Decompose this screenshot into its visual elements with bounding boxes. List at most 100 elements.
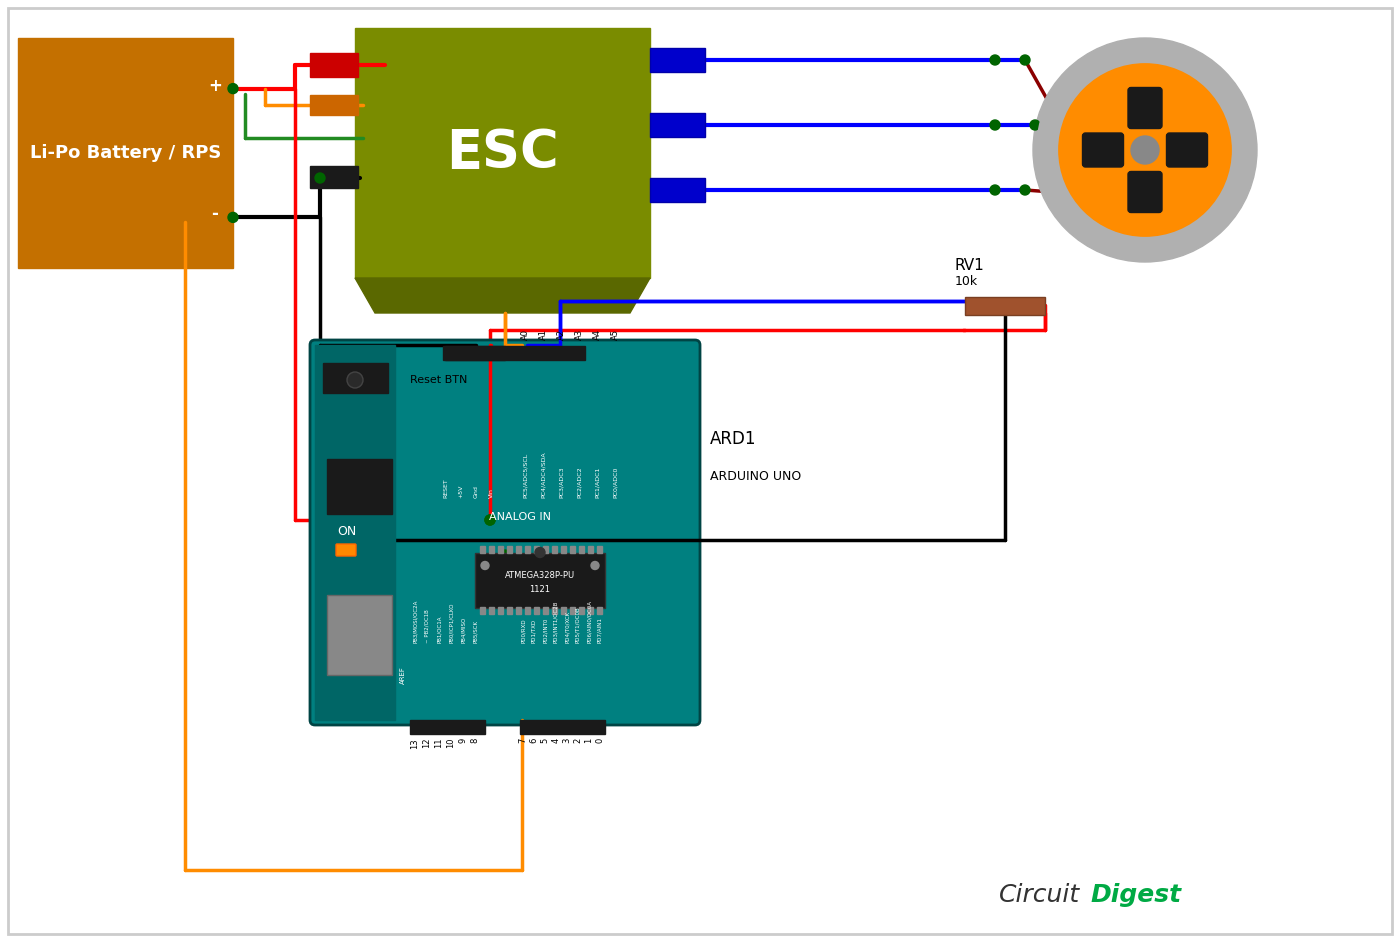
Text: A1: A1 xyxy=(539,329,547,340)
Polygon shape xyxy=(356,278,650,313)
Text: 5: 5 xyxy=(540,738,549,743)
FancyBboxPatch shape xyxy=(410,720,484,734)
Text: PC3/ADC3: PC3/ADC3 xyxy=(559,466,563,497)
Text: A2: A2 xyxy=(557,329,566,340)
Text: 13: 13 xyxy=(410,738,420,749)
FancyBboxPatch shape xyxy=(552,545,557,553)
Polygon shape xyxy=(347,480,372,495)
FancyBboxPatch shape xyxy=(588,545,594,553)
FancyBboxPatch shape xyxy=(1128,88,1162,128)
Circle shape xyxy=(1131,136,1159,164)
Text: PD0/RXD: PD0/RXD xyxy=(521,618,525,643)
Circle shape xyxy=(228,84,238,93)
Text: 1: 1 xyxy=(585,738,594,743)
FancyBboxPatch shape xyxy=(580,545,584,553)
Circle shape xyxy=(484,515,496,525)
Text: ~ PB2/OC1B: ~ PB2/OC1B xyxy=(424,609,430,643)
Text: PC0/ADC0: PC0/ADC0 xyxy=(613,466,617,497)
Text: PD2/INT0: PD2/INT0 xyxy=(543,618,547,643)
Text: PC2/ADC2: PC2/ADC2 xyxy=(577,466,581,497)
Text: ANALOG IN: ANALOG IN xyxy=(489,512,552,523)
Text: AREF: AREF xyxy=(400,666,406,684)
FancyBboxPatch shape xyxy=(588,607,594,613)
FancyBboxPatch shape xyxy=(445,346,585,360)
Circle shape xyxy=(535,547,545,558)
FancyBboxPatch shape xyxy=(543,545,547,553)
Text: PC4/ADC4/SDA: PC4/ADC4/SDA xyxy=(540,451,546,497)
Text: PD7/AIN1: PD7/AIN1 xyxy=(598,617,602,643)
FancyBboxPatch shape xyxy=(965,297,1044,315)
Circle shape xyxy=(347,372,363,388)
Text: 9: 9 xyxy=(459,738,468,743)
Text: Li-Po Battery / RPS: Li-Po Battery / RPS xyxy=(29,144,221,162)
FancyBboxPatch shape xyxy=(309,53,358,77)
FancyBboxPatch shape xyxy=(1082,133,1123,167)
Text: ARD1: ARD1 xyxy=(710,430,756,447)
FancyBboxPatch shape xyxy=(650,48,706,72)
FancyBboxPatch shape xyxy=(533,607,539,613)
Text: Vin: Vin xyxy=(489,488,493,497)
FancyBboxPatch shape xyxy=(507,607,512,613)
FancyBboxPatch shape xyxy=(498,545,503,553)
FancyBboxPatch shape xyxy=(309,340,700,725)
Circle shape xyxy=(228,212,238,222)
Circle shape xyxy=(1030,120,1040,130)
FancyBboxPatch shape xyxy=(356,28,650,278)
Text: ESC: ESC xyxy=(447,127,559,179)
Text: 10k: 10k xyxy=(955,275,979,288)
Text: A0: A0 xyxy=(521,329,529,340)
Text: 11: 11 xyxy=(434,738,444,749)
FancyBboxPatch shape xyxy=(480,607,484,613)
FancyBboxPatch shape xyxy=(489,607,494,613)
FancyBboxPatch shape xyxy=(475,553,605,608)
Text: PB5/SCK: PB5/SCK xyxy=(473,620,477,643)
Text: PB4/MISO: PB4/MISO xyxy=(461,617,465,643)
Text: Reset BTN: Reset BTN xyxy=(410,375,468,385)
Circle shape xyxy=(1033,38,1257,262)
FancyBboxPatch shape xyxy=(570,607,575,613)
Circle shape xyxy=(500,550,510,560)
Circle shape xyxy=(990,185,1000,195)
FancyBboxPatch shape xyxy=(309,166,358,188)
FancyBboxPatch shape xyxy=(328,595,392,675)
FancyBboxPatch shape xyxy=(517,545,521,553)
Text: 1121: 1121 xyxy=(529,585,550,594)
FancyBboxPatch shape xyxy=(561,607,566,613)
FancyBboxPatch shape xyxy=(18,38,232,268)
FancyBboxPatch shape xyxy=(442,346,505,360)
FancyBboxPatch shape xyxy=(650,113,706,137)
FancyBboxPatch shape xyxy=(328,459,392,513)
FancyBboxPatch shape xyxy=(580,607,584,613)
Text: PC5/ADC5/SCL: PC5/ADC5/SCL xyxy=(522,452,528,497)
FancyBboxPatch shape xyxy=(561,545,566,553)
Text: PC1/ADC1: PC1/ADC1 xyxy=(595,466,599,497)
Text: PD1/TXD: PD1/TXD xyxy=(532,619,536,643)
FancyBboxPatch shape xyxy=(533,545,539,553)
Text: ATMEGA328P-PU: ATMEGA328P-PU xyxy=(505,571,575,580)
Text: 12: 12 xyxy=(423,738,431,749)
Circle shape xyxy=(482,561,489,570)
Text: +: + xyxy=(209,76,223,94)
Circle shape xyxy=(990,55,1000,65)
FancyBboxPatch shape xyxy=(525,545,531,553)
Circle shape xyxy=(1021,185,1030,195)
Text: Digest: Digest xyxy=(1091,883,1182,907)
Text: 7: 7 xyxy=(518,738,528,743)
Text: 8: 8 xyxy=(470,738,479,743)
FancyBboxPatch shape xyxy=(552,607,557,613)
Text: -: - xyxy=(211,205,218,223)
Text: 10: 10 xyxy=(447,738,455,749)
Text: 2: 2 xyxy=(574,738,582,743)
FancyBboxPatch shape xyxy=(525,607,531,613)
FancyBboxPatch shape xyxy=(1128,171,1162,213)
FancyBboxPatch shape xyxy=(323,363,388,393)
FancyBboxPatch shape xyxy=(570,545,575,553)
FancyBboxPatch shape xyxy=(543,607,547,613)
FancyBboxPatch shape xyxy=(480,545,484,553)
Text: ON: ON xyxy=(337,525,357,538)
FancyBboxPatch shape xyxy=(650,178,706,202)
Text: 0: 0 xyxy=(595,738,605,743)
Text: PD6/AIN0/OC0A: PD6/AIN0/OC0A xyxy=(587,600,591,643)
FancyBboxPatch shape xyxy=(498,607,503,613)
Text: 3: 3 xyxy=(563,738,571,743)
